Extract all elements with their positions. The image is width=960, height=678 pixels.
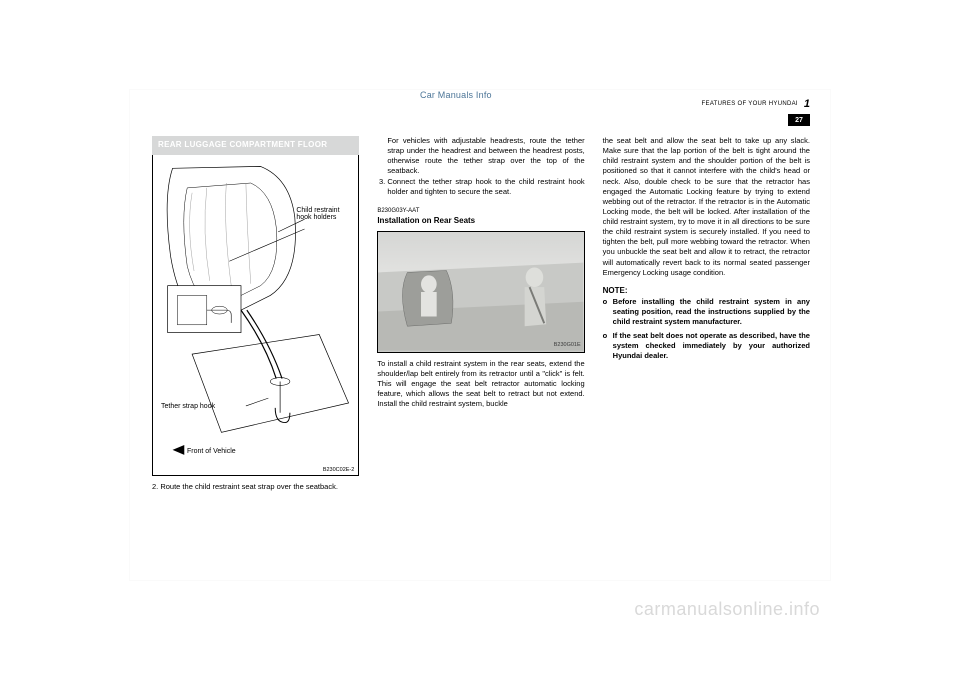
note-item-2: If the seat belt does not operate as des… [603, 331, 810, 361]
photo-rear-seats: B230G01E [377, 231, 584, 353]
col2-top-para: For vehicles with adjustable headrests, … [377, 136, 584, 177]
diagram-code: B230C02E-2 [323, 467, 355, 473]
column-1: REAR LUGGAGE COMPARTMENT FLOOR [152, 136, 359, 560]
label-front-of-vehicle: Front of Vehicle [187, 448, 236, 456]
diagram-rear-luggage: Child restraint hook holders Tether stra… [152, 155, 359, 476]
page-number: 27 [788, 114, 810, 126]
column-3: the seat belt and allow the seat belt to… [603, 136, 810, 560]
diagram-title: REAR LUGGAGE COMPARTMENT FLOOR [152, 136, 359, 155]
diagram-caption: 2. Route the child restraint seat strap … [152, 482, 359, 492]
page-header: FEATURES OF YOUR HYUNDAI 1 [702, 98, 810, 110]
column-2: For vehicles with adjustable headrests, … [377, 136, 584, 560]
col3-body: the seat belt and allow the seat belt to… [603, 136, 810, 278]
watermark-bottom: carmanualsonline.info [634, 599, 820, 620]
section-heading: Installation on Rear Seats [377, 216, 584, 227]
content-columns: REAR LUGGAGE COMPARTMENT FLOOR [152, 136, 810, 560]
note-list: Before installing the child restraint sy… [603, 297, 810, 362]
note-heading: NOTE: [603, 286, 810, 297]
col2-item-3: Connect the tether strap hook to the chi… [387, 177, 584, 197]
watermark-top: Car Manuals Info [420, 90, 492, 100]
chapter-label: FEATURES OF YOUR HYUNDAI [702, 101, 798, 107]
section-code: B230G03Y-AAT [377, 207, 584, 215]
note-item-1: Before installing the child restraint sy… [603, 297, 810, 327]
label-hook-holders: Child restraint hook holders [296, 207, 354, 222]
diagram-svg [153, 155, 358, 475]
label-tether-strap: Tether strap hook [161, 403, 215, 411]
col2-bottom-para: To install a child restraint system in t… [377, 359, 584, 410]
photo-code: B230G01E [554, 342, 581, 349]
photo-svg [378, 232, 583, 352]
manual-page: FEATURES OF YOUR HYUNDAI 1 27 REAR LUGGA… [130, 90, 830, 580]
chapter-number: 1 [804, 98, 810, 110]
col2-list: Connect the tether strap hook to the chi… [377, 177, 584, 197]
